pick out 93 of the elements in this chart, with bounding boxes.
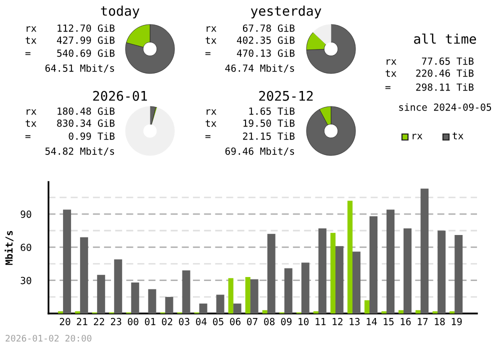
text: since 2024-09-05 bbox=[399, 103, 492, 111]
x-tick-label: 21 bbox=[76, 318, 88, 326]
donut-slice bbox=[306, 106, 356, 156]
x-tick-label: 11 bbox=[316, 318, 326, 326]
y-tick-label: 30 bbox=[20, 276, 32, 284]
text: rx 67.78 GiB bbox=[206, 24, 295, 32]
bar bbox=[165, 296, 174, 314]
bar bbox=[369, 216, 378, 314]
bar bbox=[347, 200, 353, 314]
bar bbox=[250, 279, 258, 314]
bar bbox=[301, 262, 310, 314]
text: tx 402.35 GiB bbox=[206, 36, 295, 44]
bar bbox=[438, 230, 446, 314]
text: all time bbox=[414, 34, 476, 44]
bar bbox=[228, 278, 234, 314]
text: 2026-01-02 20:00 bbox=[6, 334, 92, 342]
bar bbox=[386, 210, 395, 314]
chart-title: 2026-01 bbox=[93, 90, 147, 101]
bar bbox=[352, 252, 360, 314]
bar bbox=[80, 237, 88, 314]
text: rx 180.48 GiB bbox=[26, 107, 115, 115]
text: = 21.15 TiB bbox=[205, 132, 295, 140]
y-axis-title: Mbit/s bbox=[4, 230, 14, 265]
x-tick-label: 04 bbox=[196, 318, 207, 326]
donut-slice bbox=[125, 24, 175, 74]
text: tx 220.46 TiB bbox=[386, 69, 474, 77]
bar bbox=[148, 289, 156, 314]
bar bbox=[114, 259, 122, 314]
x-tick-label: 22 bbox=[94, 318, 104, 326]
text: = 0.99 TiB bbox=[25, 132, 115, 140]
bar bbox=[233, 304, 242, 314]
x-tick-label: 14 bbox=[366, 318, 377, 326]
legend-label: rx bbox=[412, 134, 422, 140]
bar bbox=[262, 310, 268, 314]
bar bbox=[245, 277, 250, 314]
bar bbox=[416, 310, 421, 314]
y-tick-label: 60 bbox=[20, 244, 32, 252]
x-tick-label: 18 bbox=[434, 318, 445, 326]
x-tick-label: 20 bbox=[60, 318, 70, 326]
chart-title: yesterday bbox=[250, 6, 322, 18]
x-tick-label: 17 bbox=[418, 318, 428, 326]
chart-title: 2025-12 bbox=[259, 90, 313, 101]
x-tick-label: 08 bbox=[264, 318, 275, 326]
bar bbox=[284, 268, 292, 314]
text: tx 19.50 TiB bbox=[206, 119, 295, 127]
bar bbox=[420, 188, 429, 314]
donut-slice bbox=[312, 24, 332, 45]
text: rx 77.65 TiB bbox=[386, 57, 474, 65]
x-tick-label: 05 bbox=[213, 318, 224, 326]
bar bbox=[199, 304, 208, 314]
x-tick-label: 01 bbox=[144, 318, 156, 326]
text: 69.46 Mbit/s bbox=[225, 147, 294, 156]
text: = 298.11 TiB bbox=[385, 83, 474, 91]
bar bbox=[398, 310, 404, 314]
text: 54.82 Mbit/s bbox=[45, 147, 114, 156]
x-tick-label: 06 bbox=[230, 318, 240, 326]
bar bbox=[335, 246, 344, 314]
bar bbox=[364, 300, 370, 314]
x-tick-label: 02 bbox=[162, 318, 172, 326]
bar bbox=[97, 274, 106, 314]
text: rx 1.65 TiB bbox=[206, 107, 295, 115]
x-tick-label: 23 bbox=[110, 318, 122, 326]
bar bbox=[318, 228, 326, 314]
text: 46.74 Mbit/s bbox=[225, 64, 294, 73]
legend-label: tx bbox=[452, 132, 464, 140]
bar bbox=[131, 282, 140, 314]
chart-title: today bbox=[100, 6, 140, 18]
x-tick-label: 12 bbox=[332, 318, 342, 326]
x-tick-label: 15 bbox=[384, 318, 394, 326]
x-tick-label: 10 bbox=[298, 318, 309, 326]
x-tick-label: 00 bbox=[128, 318, 138, 326]
text: tx 830.34 GiB bbox=[26, 119, 115, 127]
bar bbox=[216, 294, 224, 314]
text: 64.51 Mbit/s bbox=[45, 64, 114, 73]
bar bbox=[404, 228, 412, 314]
text: = 540.69 GiB bbox=[25, 49, 115, 57]
x-tick-label: 03 bbox=[178, 318, 190, 326]
text: rx 112.70 GiB bbox=[26, 24, 115, 32]
bar bbox=[182, 270, 190, 314]
donut-slice bbox=[306, 24, 356, 74]
bar bbox=[63, 210, 72, 314]
donut-slice bbox=[125, 106, 175, 156]
y-tick-label: 90 bbox=[20, 210, 32, 218]
x-tick-label: 19 bbox=[452, 318, 462, 326]
bar bbox=[267, 234, 276, 314]
x-tick-label: 07 bbox=[247, 318, 258, 326]
x-tick-label: 13 bbox=[350, 318, 360, 326]
bar bbox=[330, 232, 336, 314]
text: tx 427.99 GiB bbox=[26, 36, 115, 44]
x-tick-label: 16 bbox=[400, 318, 411, 326]
text: = 470.13 GiB bbox=[205, 49, 295, 57]
bar bbox=[454, 235, 463, 314]
x-tick-label: 09 bbox=[281, 318, 292, 326]
